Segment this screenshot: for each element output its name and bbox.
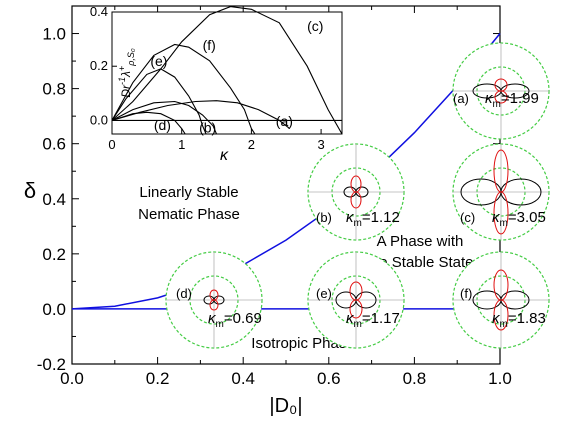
x-axis-label: |D₀| — [269, 395, 302, 417]
polar-inset-4: (e) κm=1.17 — [307, 251, 405, 349]
x-tick-label: 0.8 — [403, 369, 427, 388]
x-tick-label: 1.0 — [488, 369, 512, 388]
inset-x-tick-label: 3 — [317, 137, 324, 152]
polar-kappa-label: κm=1.12 — [346, 209, 400, 229]
y-tick-label: 0.0 — [42, 300, 66, 319]
polar-inset-5: (f) κm=1.83 — [452, 251, 550, 349]
polar-kappa-label: κm=3.05 — [492, 209, 546, 229]
inset-curve-b — [111, 100, 218, 135]
inset-chart: 0 1 2 3 0.0 0.2 0.4 (a) (b) (c) (d) (e) (f) κ Dr-1λ… — [90, 4, 343, 164]
polar-red-lobe-bottom — [494, 90, 508, 104]
inset-y-label-lambda-sup: + — [117, 66, 127, 71]
x-tick-label: 0.6 — [317, 369, 341, 388]
inset-curve-label: (b) — [199, 120, 216, 136]
series-line-0 — [71, 33, 501, 310]
inset-curve-label: (e) — [150, 53, 167, 69]
main-series-group — [71, 33, 501, 310]
inset-x-tick-label: 0 — [108, 137, 115, 152]
y-tick-label: -0.2 — [37, 355, 66, 374]
polar-kappa-label: κm=0.69 — [208, 310, 262, 330]
inset-curve-d — [111, 111, 186, 135]
inset-curve-label: (d) — [154, 117, 171, 133]
polar-red-lobe-bottom — [493, 191, 509, 235]
inset-curve-a — [111, 100, 291, 130]
inset-y-tick-label: 0.4 — [90, 4, 108, 19]
region-label-nematic-line2: Nematic Phase — [138, 206, 240, 223]
polar-panel-label: (c) — [460, 210, 475, 225]
region-label-unstable-line1: A Phase with — [377, 233, 464, 250]
inset-curve-label: (f) — [203, 37, 216, 53]
inset-x-label: κ — [220, 147, 229, 164]
polar-kappa-label: κm=1.17 — [346, 310, 400, 330]
polar-panel-label: (a) — [453, 91, 469, 106]
inset-curves: (a) (b) (c) (d) (e) (f) — [111, 6, 343, 136]
region-label-unstable-line2: No Stable State — [368, 254, 473, 271]
polar-inset-3: (d) κm=0.69 — [165, 251, 263, 349]
y-tick-label: 0.2 — [42, 245, 66, 264]
inset-curve-f — [111, 43, 256, 135]
inset-y-tick-label: 0.2 — [90, 58, 108, 73]
polar-red-lobe-bottom — [493, 299, 509, 331]
polar-panel-label: (f) — [460, 286, 472, 301]
y-tick-label: 0.6 — [42, 135, 66, 154]
y-tick-label: 0.8 — [42, 80, 66, 99]
x-tick-label: 0.2 — [146, 369, 170, 388]
polar-insets-group: (a) κm=1.99 (b) κm=1.12 (c) κm=3.05 (d) κm=0.69… — [165, 42, 550, 349]
polar-red-lobe-bottom — [209, 299, 219, 311]
inset-y-label-sub: ρ,S₀ — [126, 48, 136, 67]
x-axis-ticks: 0.0 0.2 0.4 0.6 0.8 1.0 — [60, 6, 512, 388]
inset-y-label-lambda: λ — [119, 71, 133, 78]
region-label-nematic-line1: Linearly Stable — [139, 184, 238, 201]
polar-inset-2: (c) κm=3.05 — [452, 143, 550, 241]
polar-kappa-label: κm=1.83 — [492, 310, 546, 330]
inset-curve-e — [111, 68, 207, 135]
inset-x-tick-label: 2 — [248, 137, 255, 152]
inset-curve-label: (c) — [307, 18, 323, 34]
y-axis-label: δ — [24, 178, 36, 203]
x-tick-label: 0.4 — [231, 369, 255, 388]
y-tick-label: 0.4 — [42, 190, 66, 209]
y-axis-ticks: -0.2 0.0 0.2 0.4 0.6 0.8 1.0 — [37, 25, 500, 374]
inset-curve-c — [111, 6, 343, 135]
polar-red-lobe-bottom — [349, 299, 363, 319]
inset-y-tick-label: 0.0 — [90, 112, 108, 127]
x-tick-label: 0.0 — [60, 369, 84, 388]
y-tick-label: 1.0 — [42, 25, 66, 44]
polar-inset-1: (b) κm=1.12 — [307, 143, 405, 241]
inset-y-label-base: Dr — [119, 84, 133, 98]
inset-y-label-sup: -1 — [117, 77, 127, 85]
inset-ticks: 0 1 2 3 0.0 0.2 0.4 — [90, 4, 325, 152]
inset-curve-label: (a) — [276, 113, 293, 129]
polar-panel-label: (d) — [176, 286, 192, 301]
polar-red-lobe-bottom — [350, 191, 362, 209]
polar-panel-label: (e) — [316, 286, 332, 301]
polar-kappa-label: κm=1.99 — [485, 90, 539, 110]
inset-x-tick-label: 1 — [178, 137, 185, 152]
inset-y-label: Dr-1λ+ρ,S₀ — [117, 48, 136, 98]
polar-panel-label: (b) — [316, 210, 332, 225]
polar-inset-0: (a) κm=1.99 — [452, 42, 550, 140]
